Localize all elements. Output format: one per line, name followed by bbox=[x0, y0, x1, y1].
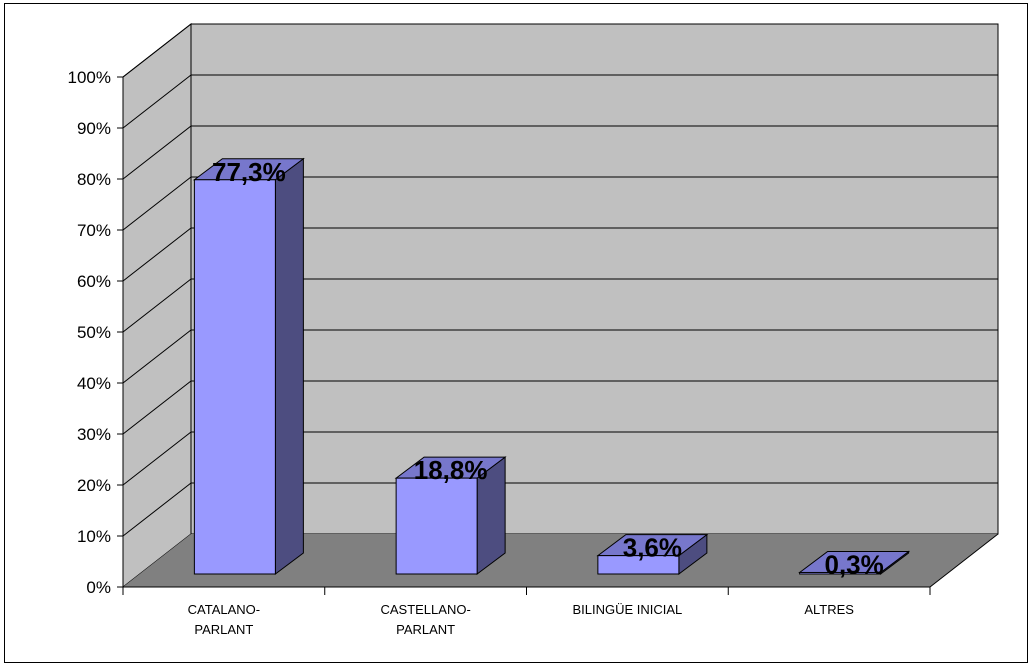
floor-right-edge bbox=[929, 533, 999, 588]
bar bbox=[395, 477, 478, 575]
y-tick-label: 100% bbox=[68, 68, 111, 87]
bar bbox=[193, 179, 276, 575]
x-tick-label: CASTELLANO- bbox=[380, 602, 470, 617]
data-label: 0,3% bbox=[824, 549, 883, 579]
chart-frame: 0% 10% 20% 30% 40% 50% 60% 70% 80% 90% 100% 77,3% CA… bbox=[4, 3, 1028, 663]
gridline-side bbox=[122, 74, 192, 129]
y-tick-label: 0% bbox=[86, 578, 111, 597]
y-tick-label: 40% bbox=[77, 374, 111, 393]
x-tick-label: PARLANT bbox=[396, 622, 455, 637]
gridline-side bbox=[122, 176, 192, 231]
y-tick-label: 80% bbox=[77, 170, 111, 189]
gridline-side bbox=[122, 431, 192, 486]
y-tick-label: 60% bbox=[77, 272, 111, 291]
floor bbox=[123, 534, 998, 587]
x-tick-label: ALTRES bbox=[804, 602, 854, 617]
gridline-side bbox=[122, 23, 192, 78]
gridline-side bbox=[122, 278, 192, 333]
bar bbox=[799, 571, 882, 575]
bar-chart: 0% 10% 20% 30% 40% 50% 60% 70% 80% 90% 100% 77,3% CA… bbox=[68, 22, 999, 637]
x-tick-label: PARLANT bbox=[194, 622, 253, 637]
gridline-side bbox=[122, 329, 192, 384]
x-tick-label: BILINGÜE INICIAL bbox=[572, 602, 682, 617]
x-tick-label: CATALANO- bbox=[188, 602, 260, 617]
y-tick-label: 70% bbox=[77, 221, 111, 240]
y-tick-label: 50% bbox=[77, 323, 111, 342]
bar-side bbox=[274, 157, 304, 575]
gridline-side bbox=[122, 482, 192, 537]
gridline-side bbox=[122, 380, 192, 435]
bar bbox=[597, 555, 680, 575]
y-tick-label: 20% bbox=[77, 476, 111, 495]
data-label: 77,3% bbox=[212, 157, 286, 187]
data-label: 3,6% bbox=[623, 533, 682, 563]
data-label: 18,8% bbox=[414, 455, 488, 485]
y-tick-label: 90% bbox=[77, 119, 111, 138]
gridline-side bbox=[122, 227, 192, 282]
y-tick-label: 10% bbox=[77, 527, 111, 546]
gridline-side bbox=[122, 125, 192, 180]
y-tick-label: 30% bbox=[77, 425, 111, 444]
